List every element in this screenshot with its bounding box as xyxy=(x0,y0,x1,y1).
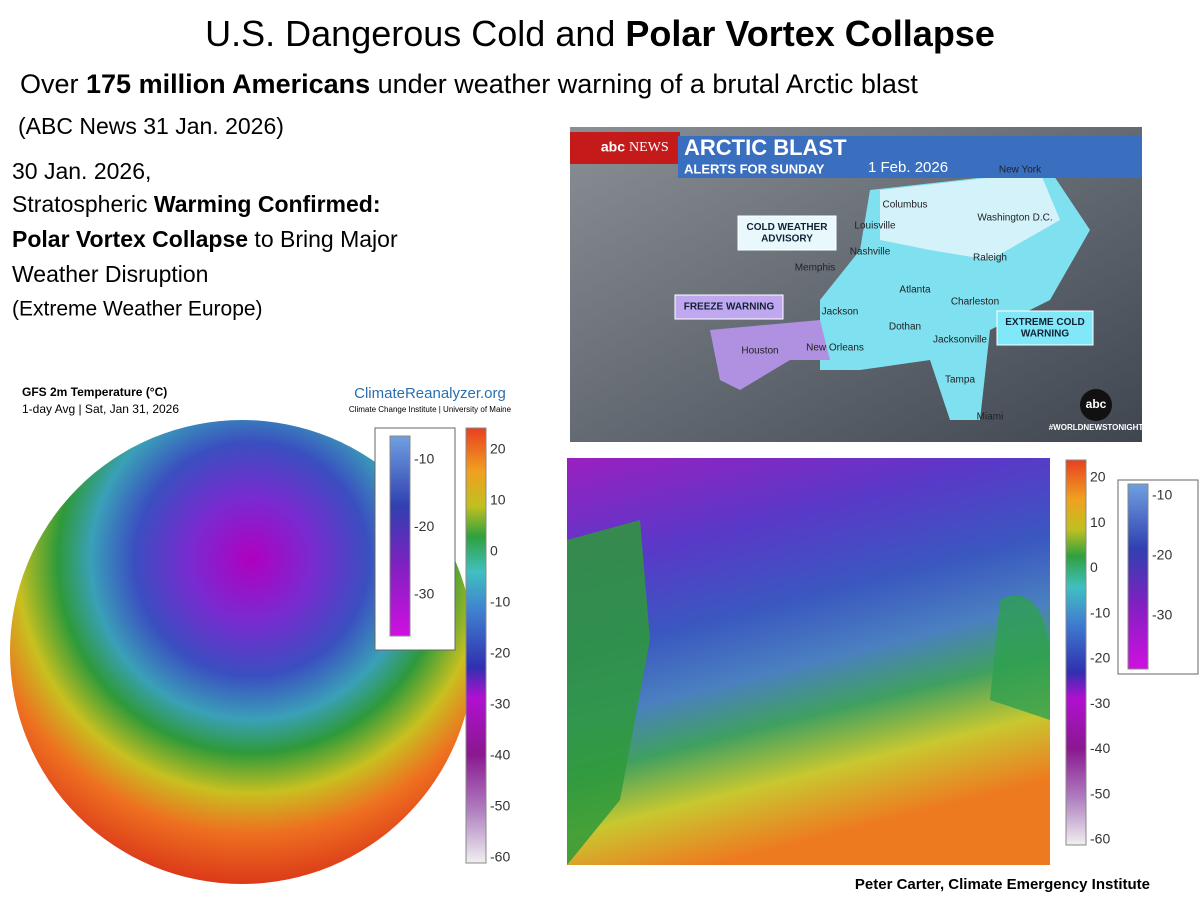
city-label: Jacksonville xyxy=(933,335,987,346)
colorbar-tick-label: -10 xyxy=(490,594,510,610)
abc-bug-text: abc xyxy=(1086,397,1107,411)
title: U.S. Dangerous Cold and Polar Vortex Col… xyxy=(205,13,995,54)
subtitle-text: Over xyxy=(20,69,86,99)
colorbar-tick-label: -30 xyxy=(414,586,434,602)
colorbar xyxy=(1065,459,1087,846)
colorbar-tick-label: -20 xyxy=(1090,650,1110,666)
colorbar-tick-label: -60 xyxy=(490,849,510,865)
warning-box xyxy=(996,310,1094,346)
logo: abc xyxy=(601,139,625,155)
colorbar-tick-label: -10 xyxy=(1090,604,1110,620)
colorbar-tick-label: 10 xyxy=(1090,514,1106,530)
colorbar-tick-label: -30 xyxy=(490,696,510,712)
land-west xyxy=(567,520,650,865)
colorbar xyxy=(465,427,487,864)
logo-bar xyxy=(570,132,680,164)
na-map xyxy=(567,458,1050,865)
brand-sub: Climate Change Institute | University of… xyxy=(349,405,512,414)
bold-text: Polar Vortex Collapse xyxy=(12,226,248,252)
map-subtitle: 1-day Avg | Sat, Jan 31, 2026 xyxy=(22,402,179,416)
city-label: New Orleans xyxy=(806,343,864,354)
abc-bug xyxy=(1080,389,1112,421)
colorbar-tick-label: -50 xyxy=(490,798,510,814)
na-panel xyxy=(567,458,1199,865)
colorbar-tick-label: 10 xyxy=(490,492,506,508)
brand: ClimateReanalyzer.org xyxy=(354,385,506,402)
date: 1 Feb. 2026 xyxy=(868,159,948,176)
globe-panel: GFS 2m Temperature (°C) 1-day Avg | Sat,… xyxy=(10,385,512,884)
city-label: Jackson xyxy=(822,307,859,318)
source: (ABC News 31 Jan. 2026) xyxy=(18,113,284,139)
colorbar-tick-label: 0 xyxy=(490,543,498,559)
colorbar-tick-label: -30 xyxy=(1090,695,1110,711)
colorbar-tick-label: -40 xyxy=(490,747,510,763)
colorbar-tick-label: -10 xyxy=(414,451,434,467)
ocean-east xyxy=(990,595,1050,720)
city-label: Louisville xyxy=(854,221,896,232)
inset-colorbar xyxy=(1127,483,1149,670)
colorbar-tick-label: -60 xyxy=(1090,831,1110,847)
city-label: Tampa xyxy=(945,375,975,386)
city-label: Washington D.C. xyxy=(977,213,1052,224)
colorbar-tick-label: 20 xyxy=(490,441,506,457)
globe xyxy=(10,420,474,884)
warning-label: COLD WEATHER xyxy=(747,222,829,233)
city-label: Nashville xyxy=(850,247,891,258)
city-label: Miami xyxy=(977,412,1004,423)
city-label: Dothan xyxy=(889,322,921,333)
text: to Bring Major xyxy=(248,226,398,252)
warning-label: EXTREME COLD xyxy=(1005,317,1084,328)
logo-news: NEWS xyxy=(629,140,669,155)
subtitle-bold: 175 million Americans xyxy=(86,69,370,99)
colorbar-tick-label: -20 xyxy=(414,518,434,534)
colorbar-tick-label: -10 xyxy=(1152,487,1172,503)
city-label: New York xyxy=(999,165,1042,176)
title-text: U.S. Dangerous Cold and xyxy=(205,13,625,54)
headline-line: Weather Disruption xyxy=(12,261,208,287)
colorbar-tick-label: -20 xyxy=(1152,547,1172,563)
title-bold: Polar Vortex Collapse xyxy=(625,13,994,54)
city-label: Atlanta xyxy=(899,285,931,296)
colorbar-tick-label: -50 xyxy=(1090,785,1110,801)
subtitle: Over 175 million Americans under weather… xyxy=(20,69,918,99)
colorbar-tick-label: 20 xyxy=(1090,469,1106,485)
colorbar-tick-label: -20 xyxy=(490,645,510,661)
headline-line: Polar Vortex Collapse to Bring Major xyxy=(12,226,398,252)
headline: ARCTIC BLAST xyxy=(684,135,847,160)
warning-label: ADVISORY xyxy=(761,233,813,244)
city-label: Houston xyxy=(741,346,778,357)
freeze-area xyxy=(710,320,830,390)
subtitle-text: under weather warning of a brutal Arctic… xyxy=(370,69,918,99)
colorbar-tick-label: -30 xyxy=(1152,607,1172,623)
hashtag: #WORLDNEWSTONIGHT xyxy=(1049,423,1144,432)
subheadline: ALERTS FOR SUNDAY xyxy=(684,161,825,176)
warning-label: WARNING xyxy=(1021,328,1070,339)
warning-label: FREEZE WARNING xyxy=(684,302,775,313)
date: 30 Jan. 2026, xyxy=(12,158,151,184)
warning-box xyxy=(674,294,784,320)
bold-text: Warming Confirmed: xyxy=(154,191,381,217)
warning-box xyxy=(737,215,837,251)
city-label: Raleigh xyxy=(973,253,1007,264)
city-label: Columbus xyxy=(882,200,927,211)
inset-colorbar xyxy=(389,435,411,637)
colorbar-tick-label: 0 xyxy=(1090,559,1098,575)
abc-news-map: abc NEWS ARCTIC BLAST ALERTS FOR SUNDAY … xyxy=(570,127,1143,442)
colorbar-tick-label: -40 xyxy=(1090,740,1110,756)
headline-line: Stratospheric Warming Confirmed: xyxy=(12,191,381,217)
source: (Extreme Weather Europe) xyxy=(12,298,263,321)
text: Stratospheric xyxy=(12,191,154,217)
advisory-area xyxy=(880,172,1060,260)
city-label: Memphis xyxy=(795,263,836,274)
city-label: Charleston xyxy=(951,297,999,308)
map-title: GFS 2m Temperature (°C) xyxy=(22,385,167,399)
credit: Peter Carter, Climate Emergency Institut… xyxy=(855,876,1150,893)
inset-box xyxy=(374,427,456,651)
headline-bar xyxy=(678,136,1142,178)
